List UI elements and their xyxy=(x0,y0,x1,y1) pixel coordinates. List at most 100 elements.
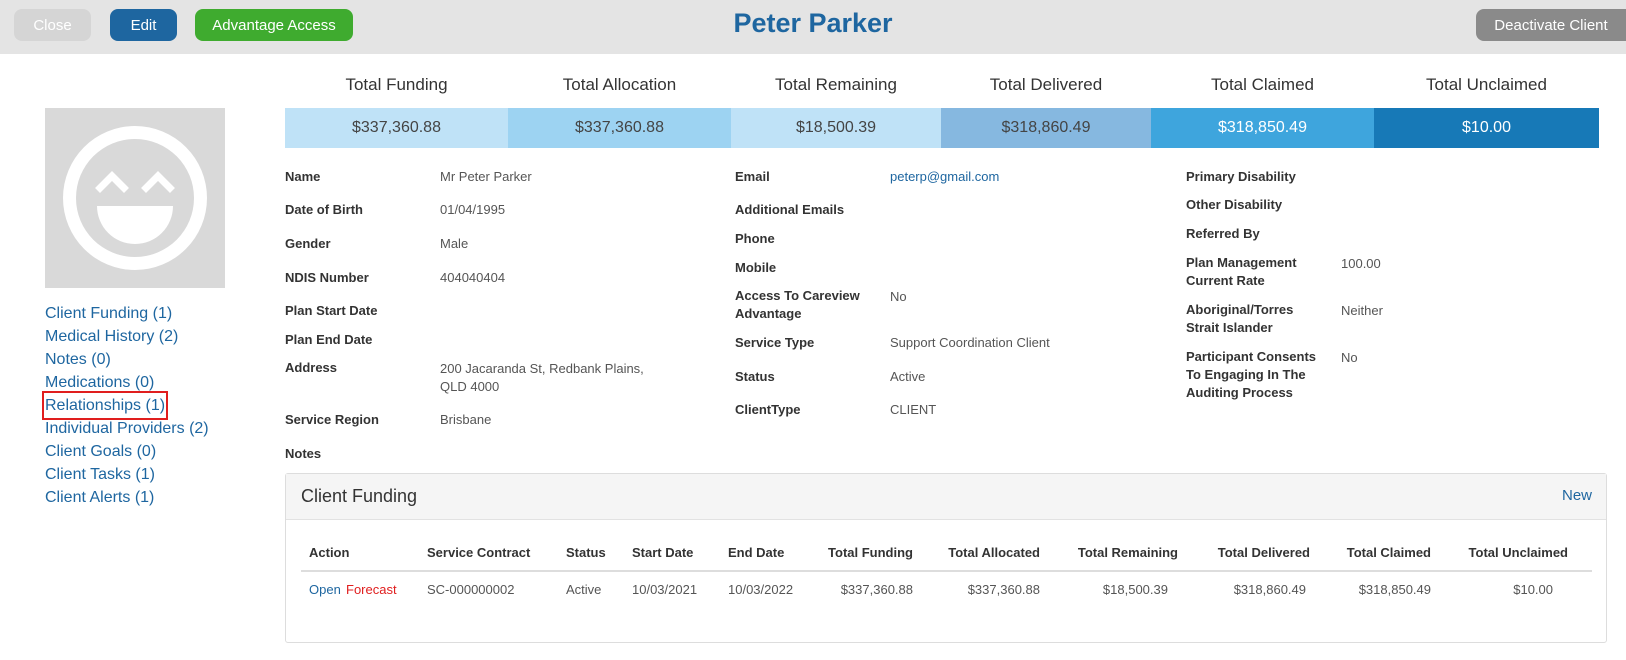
aboriginal-label-line1: Aboriginal/Torres xyxy=(1186,302,1294,317)
col-service-contract-header: Service Contract xyxy=(427,545,531,560)
address-label: Address xyxy=(285,360,338,375)
address-line2: QLD 4000 xyxy=(440,379,500,394)
total-delivered-label: Total Delivered xyxy=(989,75,1103,94)
total-unclaimed-label: Total Unclaimed xyxy=(1426,75,1547,94)
client-funding-panel: Client Funding New xyxy=(285,473,1607,643)
col-start-date-header: Start Date xyxy=(632,545,694,560)
nav-client-alerts[interactable]: Client Alerts (1) xyxy=(45,489,155,506)
forecast-link[interactable]: Forecast xyxy=(346,582,397,597)
service-region-value: Brisbane xyxy=(440,412,492,427)
nav-medical-history[interactable]: Medical History (2) xyxy=(45,328,179,345)
col-total-funding-header: Total Funding xyxy=(828,545,913,560)
total-allocation-value: $337,360.88 xyxy=(508,108,731,148)
plan-management-value: 100.00 xyxy=(1341,256,1381,271)
nav-client-tasks[interactable]: Client Tasks (1) xyxy=(45,466,155,483)
col-status-header: Status xyxy=(566,545,606,560)
total-funding-value: $337,360.88 xyxy=(285,108,508,148)
dob-label: Date of Birth xyxy=(285,202,363,217)
col-total-allocated-header: Total Allocated xyxy=(948,545,1040,560)
ndis-number-value: 404040404 xyxy=(440,270,506,285)
open-funding-link[interactable]: Open xyxy=(309,582,341,597)
col-total-claimed-header: Total Claimed xyxy=(1346,545,1431,560)
top-toolbar: Close Edit Advantage Access Peter Parker… xyxy=(0,0,1626,54)
end-date-cell: 10/03/2022 xyxy=(728,582,794,597)
start-date-cell: 10/03/2021 xyxy=(632,582,698,597)
email-label: Email xyxy=(735,169,770,184)
total-allocation-label: Total Allocation xyxy=(562,75,677,94)
status-cell: Active xyxy=(566,582,602,597)
consent-label-line2: To Engaging In The xyxy=(1186,367,1306,382)
plan-end-date-label: Plan End Date xyxy=(285,332,373,347)
col-total-unclaimed-header: Total Unclaimed xyxy=(1468,545,1568,560)
smiley-face-icon xyxy=(63,126,207,270)
access-careview-label-line1: Access To Careview xyxy=(735,288,860,303)
total-remaining-value: $18,500.39 xyxy=(731,108,941,148)
phone-label: Phone xyxy=(735,231,775,246)
status-value: Active xyxy=(890,369,926,384)
col-total-delivered-header: Total Delivered xyxy=(1217,545,1310,560)
total-allocated-cell: $337,360.88 xyxy=(967,582,1040,597)
col-action-header: Action xyxy=(309,545,350,560)
name-value: Mr Peter Parker xyxy=(440,169,532,184)
service-region-label: Service Region xyxy=(285,412,379,427)
close-button[interactable]: Close xyxy=(14,9,91,41)
total-unclaimed-cell: $10.00 xyxy=(1513,582,1553,597)
notes-label: Notes xyxy=(285,446,322,461)
plan-management-label-line1: Plan Management xyxy=(1186,255,1297,270)
total-claimed-value: $318,850.49 xyxy=(1151,108,1374,148)
edit-button[interactable]: Edit xyxy=(110,9,177,41)
referred-by-label: Referred By xyxy=(1186,226,1260,241)
consent-label-line3: Auditing Process xyxy=(1186,385,1293,400)
col-end-date-header: End Date xyxy=(728,545,785,560)
client-sidebar-nav: Client Funding (1) Medical History (2) N… xyxy=(41,302,209,509)
deactivate-client-button[interactable]: Deactivate Client xyxy=(1476,9,1626,41)
mobile-label: Mobile xyxy=(735,260,777,275)
client-type-value: CLIENT xyxy=(890,402,937,417)
consent-label-line1: Participant Consents xyxy=(1186,349,1317,364)
gender-value: Male xyxy=(440,236,469,251)
total-delivered-cell: $318,860.49 xyxy=(1233,582,1306,597)
aboriginal-value: Neither xyxy=(1341,303,1383,318)
service-type-label: Service Type xyxy=(735,335,815,350)
aboriginal-label-line2: Strait Islander xyxy=(1186,320,1273,335)
access-careview-label-line2: Advantage xyxy=(735,306,802,321)
total-unclaimed-value: $10.00 xyxy=(1374,108,1599,148)
new-funding-link[interactable]: New xyxy=(1561,487,1592,504)
primary-disability-label: Primary Disability xyxy=(1186,169,1296,184)
access-careview-value: No xyxy=(890,289,907,304)
consent-value: No xyxy=(1341,350,1358,365)
service-type-value: Support Coordination Client xyxy=(890,335,1050,350)
total-funding-cell: $337,360.88 xyxy=(840,582,913,597)
nav-individual-providers[interactable]: Individual Providers (2) xyxy=(45,420,209,437)
advantage-access-button[interactable]: Advantage Access xyxy=(195,9,353,41)
total-claimed-label: Total Claimed xyxy=(1211,75,1314,94)
ndis-number-label: NDIS Number xyxy=(285,270,369,285)
nav-medications[interactable]: Medications (0) xyxy=(45,374,155,391)
name-label: Name xyxy=(285,169,321,184)
plan-management-label-line2: Current Rate xyxy=(1186,273,1265,288)
nav-relationships[interactable]: Relationships (1) xyxy=(41,391,169,420)
total-remaining-label: Total Remaining xyxy=(775,75,897,94)
client-type-label: ClientType xyxy=(735,402,801,417)
nav-client-goals[interactable]: Client Goals (0) xyxy=(45,443,157,460)
plan-start-date-label: Plan Start Date xyxy=(285,303,378,318)
email-link[interactable]: peterp@gmail.com xyxy=(890,169,1000,184)
total-delivered-value: $318,860.49 xyxy=(941,108,1151,148)
dob-value: 01/04/1995 xyxy=(440,202,506,217)
col-total-remaining-header: Total Remaining xyxy=(1077,545,1178,560)
client-funding-title: Client Funding xyxy=(301,486,418,506)
client-funding-panel-header: Client Funding New xyxy=(286,474,1606,520)
table-header-divider xyxy=(301,570,1592,572)
total-claimed-cell: $318,850.49 xyxy=(1358,582,1431,597)
address-line1: 200 Jacaranda St, Redbank Plains, xyxy=(440,361,644,376)
avatar xyxy=(45,108,225,288)
total-remaining-cell: $18,500.39 xyxy=(1102,582,1168,597)
total-funding-label: Total Funding xyxy=(345,75,448,94)
status-label: Status xyxy=(735,369,775,384)
nav-client-funding[interactable]: Client Funding (1) xyxy=(45,305,173,322)
nav-notes[interactable]: Notes (0) xyxy=(45,351,111,368)
additional-emails-label: Additional Emails xyxy=(735,202,845,217)
other-disability-label: Other Disability xyxy=(1186,197,1283,212)
gender-label: Gender xyxy=(285,236,331,251)
service-contract-cell: SC-000000002 xyxy=(427,582,515,597)
